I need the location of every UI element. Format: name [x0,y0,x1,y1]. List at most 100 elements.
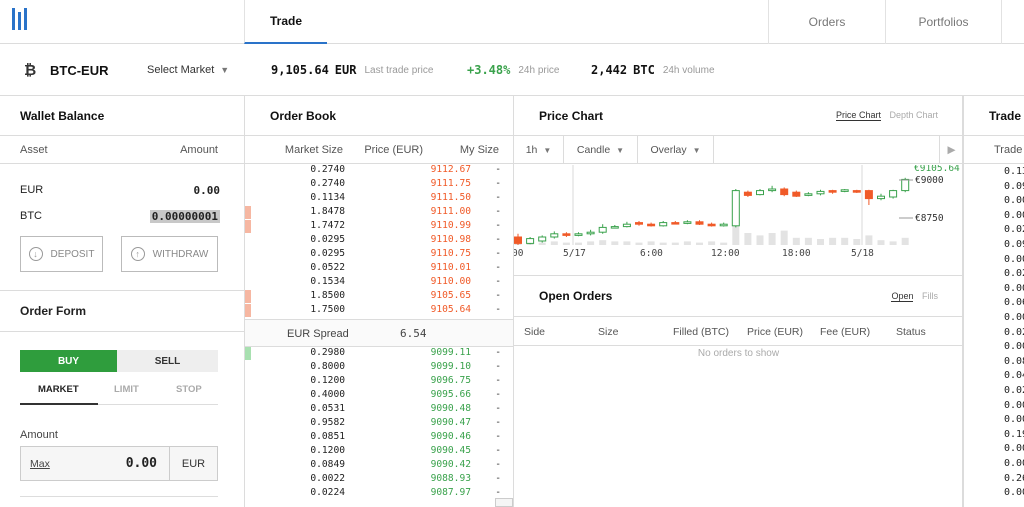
ask-row[interactable]: 1.7472 9110.99 - [245,220,513,233]
candlestick-chart[interactable]: €9105.64€9000 €8750 00 5/17 6:00 12:00 18:00 5/… [514,165,963,275]
tab-fills[interactable]: Fills [922,291,938,301]
volume-bar [901,237,909,245]
order-type-market[interactable]: MARKET [38,384,79,395]
asks-list: 0.2740 9112.67 - 0.2740 9111.75 - 0.1134 9111.5… [245,164,513,319]
style-dropdown[interactable]: Candle ▼ [564,136,638,164]
amount-input[interactable]: Max 0.00 EUR [20,446,218,481]
trade-size: 0.00 [1004,282,1024,294]
row-price: 9112.67 [430,164,471,175]
row-my-size: - [495,234,501,245]
bid-row[interactable]: 0.0851 9090.46 - [245,431,513,443]
bid-row[interactable]: 0.9582 9090.47 - [245,417,513,429]
market-header: ₿ BTC-EUR Select Market ▼ 9,105.64 EUR L… [0,44,1024,96]
bid-row[interactable]: 0.4000 9095.66 - [245,389,513,401]
ask-row[interactable]: 1.8500 9105.65 - [245,290,513,303]
bid-row[interactable]: 0.0022 9088.93 - [245,473,513,485]
row-my-size: - [495,417,501,428]
play-icon[interactable]: ▶ [939,136,962,164]
order-type-limit[interactable]: LIMIT [114,384,139,395]
row-size: 0.8000 [310,361,345,372]
trade-size: 0.19 [1004,428,1024,440]
interval-dropdown[interactable]: 1h ▼ [514,136,564,164]
volume-bar [575,242,582,245]
tab-trade[interactable]: Trade [244,0,327,44]
empty-orders-text: No orders to show [697,348,780,359]
withdraw-button[interactable]: ↑ WITHDRAW [121,236,218,272]
volume-label: 24h volume [662,64,715,76]
ask-row[interactable]: 0.2740 9111.75 - [245,178,513,190]
price-level-label: €8750 [915,213,944,224]
ask-row[interactable]: 0.1534 9110.00 - [245,276,513,288]
row-price: 9110.00 [430,276,471,287]
buy-button[interactable]: BUY [20,350,117,372]
select-market-dropdown[interactable]: Select Market ▼ [147,44,229,96]
order-type-stop[interactable]: STOP [176,384,202,395]
scroll-handle[interactable] [495,498,513,507]
tab-open[interactable]: Open [891,291,914,302]
bids-list: 0.2980 9099.11 - 0.8000 9099.10 - 0.1200 9096.7… [245,347,513,507]
bid-row[interactable]: 0.1200 9096.75 - [245,375,513,387]
candle-body [586,231,595,235]
row-price: 9110.98 [430,234,471,245]
row-my-size: - [495,487,501,498]
volume-bar [792,237,800,245]
row-price: 9090.48 [430,403,471,414]
ask-row[interactable]: 0.0295 9110.75 - [245,248,513,260]
bid-row[interactable]: 0.8000 9099.10 - [245,361,513,373]
tab-price-chart[interactable]: Price Chart [835,110,881,121]
ask-row[interactable]: 1.7500 9105.64 - [245,304,513,317]
price-change-24h: +3.48% 24h price [467,44,560,96]
row-price: 9090.45 [430,445,471,456]
bid-row[interactable]: 0.1200 9090.45 - [245,445,513,457]
depth-bar [245,290,251,303]
candle-body [828,190,837,193]
volume-bar [587,241,595,245]
trade-history-panel: Trade I Trade S 0.13 0.09 0.00 0.00 0.02 0.09… [963,96,1024,507]
bid-row[interactable]: 0.2980 9099.11 - [245,347,513,360]
bid-row[interactable]: 0.0224 9087.97 - [245,487,513,499]
ask-row[interactable]: 0.1134 9111.50 - [245,192,513,204]
trade-size: 0.00 [1004,399,1024,411]
candle-body [816,190,825,195]
trade-size: 0.09 [1004,239,1024,250]
arrow-down-icon: ↓ [28,247,43,261]
depth-bar [245,304,251,317]
row-size: 0.0295 [310,248,345,259]
deposit-button[interactable]: ↓ DEPOSIT [20,236,103,272]
candle-body [719,223,728,227]
ask-row[interactable]: 0.2740 9112.67 - [245,164,513,176]
row-size: 1.8500 [310,290,345,301]
max-link[interactable]: Max [30,457,50,470]
price-level-label: €9000 [915,175,944,186]
chart-tabs: Price Chart Depth Chart [835,110,938,121]
ask-row[interactable]: 0.0522 9110.01 - [245,262,513,274]
bid-row[interactable]: 0.0531 9090.48 - [245,403,513,415]
spread-label: EUR Spread [287,328,349,340]
volume-bar [623,241,631,245]
trade-history-list: 0.13 0.09 0.00 0.00 0.02 0.09 0.00 0.02 0.00 0.06… [964,164,1024,507]
volume-currency: BTC [633,63,655,77]
overlay-dropdown[interactable]: Overlay ▼ [638,136,714,164]
trade-history-header: Trade S [964,136,1024,164]
ask-row[interactable]: 0.0295 9110.98 - [245,234,513,246]
ask-row[interactable]: 1.8478 9111.00 - [245,206,513,219]
last-price-currency: EUR [334,63,357,77]
volume-bar [865,235,873,245]
last-price-label: Last trade price [364,64,434,76]
logo-icon[interactable] [12,8,32,30]
last-trade-price: 9,105.64 EUR Last trade price [271,44,433,96]
row-my-size: - [495,361,501,372]
sell-button[interactable]: SELL [117,350,218,372]
row-my-size: - [495,304,501,315]
order-book-panel: Order Book Market Size Price (EUR) My Si… [245,96,514,507]
volume-bar [720,242,728,245]
last-price-value: 9,105.64 [271,63,329,77]
bid-row[interactable]: 0.0849 9090.42 - [245,459,513,471]
tab-orders[interactable]: Orders [768,0,885,44]
row-size: 0.0522 [310,262,345,273]
row-price: 9111.75 [430,178,471,189]
tab-depth-chart[interactable]: Depth Chart [889,110,938,120]
tab-portfolios[interactable]: Portfolios [885,0,1002,44]
order-book-title: Order Book [245,96,513,136]
volume-bar [804,237,812,245]
